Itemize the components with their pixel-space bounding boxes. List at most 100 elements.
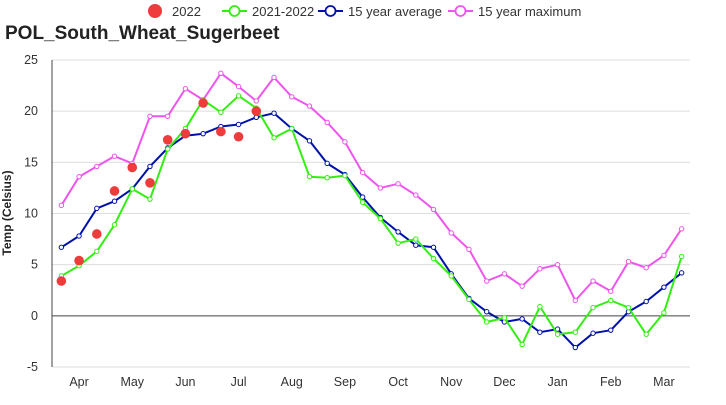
data-point (466, 246, 472, 253)
data-point (661, 310, 667, 316)
data-point (147, 196, 153, 202)
data-point (430, 255, 437, 262)
data-point (164, 113, 171, 119)
y-axis-label: Temp (Celsius) (0, 170, 14, 255)
data-point (448, 273, 454, 279)
legend-item-2021-2022[interactable]: 2021-2022 (222, 4, 314, 19)
data-point (253, 98, 260, 104)
data-point (109, 186, 120, 196)
data-point (359, 199, 366, 205)
y-tick-label: 5 (31, 258, 38, 272)
y-tick-label: 0 (31, 309, 38, 323)
data-point (377, 215, 384, 222)
data-point (289, 94, 295, 100)
grid (52, 59, 690, 368)
data-point (58, 244, 65, 250)
chart-title: POL_South_Wheat_Sugerbeet (5, 23, 280, 44)
data-point (342, 172, 348, 179)
data-point (643, 298, 649, 305)
legend-label: 2021-2022 (252, 4, 314, 19)
legend-marker (148, 4, 162, 18)
x-tick-label: Dec (493, 375, 515, 389)
y-tick-label: -5 (27, 360, 38, 374)
legend-marker (228, 5, 241, 17)
x-tick-label: Sep (334, 375, 356, 389)
data-point (198, 98, 208, 108)
legend-item-15-year-maximum[interactable]: 15 year maximum (448, 4, 581, 19)
data-point (306, 173, 313, 180)
legend[interactable]: 2022 2021-2022 15 year average 15 year maxi… (148, 4, 581, 19)
data-point (572, 329, 579, 335)
data-point (501, 315, 508, 321)
y-tick-label: 20 (24, 104, 38, 118)
data-point (678, 253, 685, 260)
data-point (111, 222, 118, 228)
legend-item-15-year-average[interactable]: 15 year average (318, 4, 442, 19)
data-point (661, 252, 667, 259)
data-point (608, 288, 614, 294)
data-point (56, 276, 67, 286)
legend-label: 15 year average (348, 4, 442, 19)
data-point (235, 121, 242, 128)
series-2022 (56, 98, 262, 286)
data-point (661, 284, 667, 290)
data-point (216, 126, 226, 137)
data-point (233, 131, 244, 142)
data-point (92, 229, 102, 239)
data-point (218, 70, 224, 77)
legend-marker (324, 5, 337, 17)
data-point (324, 119, 330, 126)
data-point (519, 283, 525, 289)
y-tick-label: 25 (24, 53, 38, 67)
data-point (129, 186, 135, 192)
data-point (413, 242, 419, 248)
data-point (413, 192, 419, 198)
data-point (76, 233, 82, 239)
data-point (111, 198, 118, 204)
data-point (643, 265, 649, 271)
data-point (359, 194, 366, 200)
data-point (162, 135, 173, 145)
data-point (395, 240, 401, 246)
data-point (537, 329, 543, 335)
data-point (483, 278, 490, 284)
data-point (625, 258, 632, 265)
data-point (164, 146, 171, 152)
x-tick-label: Nov (440, 375, 463, 389)
data-point (395, 181, 401, 187)
data-point (94, 163, 100, 170)
data-point (483, 309, 490, 315)
y-tick-label: 10 (24, 207, 38, 221)
data-point (271, 110, 277, 116)
plot-area (56, 70, 685, 351)
data-point (76, 173, 82, 180)
y-axis: -5 0 5 10 15 20 25 (24, 53, 53, 374)
x-tick-label: Jun (175, 375, 195, 389)
legend-marker (454, 5, 467, 17)
data-point (306, 103, 313, 109)
data-point (180, 128, 191, 139)
data-point (289, 125, 295, 132)
series-2021-2022 (58, 93, 685, 348)
data-point (430, 206, 437, 213)
legend-item-2022[interactable]: 2022 (148, 4, 201, 19)
data-point (147, 163, 153, 170)
data-point (537, 266, 543, 272)
data-point (608, 297, 614, 304)
data-point (572, 297, 579, 304)
data-point (590, 304, 596, 311)
data-point (218, 109, 224, 115)
data-point (519, 316, 525, 322)
data-point (501, 271, 508, 277)
data-point (554, 261, 561, 268)
x-tick-label: Mar (653, 375, 675, 389)
series-line-15-year-maximum (60, 72, 683, 302)
series-15-year-maximum (58, 70, 685, 304)
data-point (306, 138, 313, 144)
data-point (359, 169, 366, 176)
data-point (94, 205, 100, 212)
data-point (377, 185, 384, 191)
data-point (466, 296, 472, 303)
data-point (625, 304, 632, 311)
